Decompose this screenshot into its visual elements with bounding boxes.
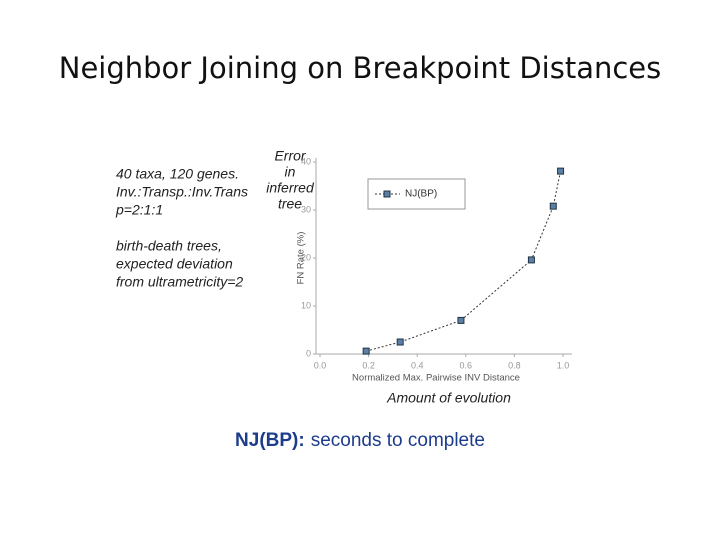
y-tick-label: 40	[301, 156, 311, 166]
caption-method: NJ(BP):	[235, 430, 305, 451]
note: birth-death trees,	[116, 238, 222, 254]
y-tick-label: 30	[301, 204, 311, 214]
x-tick-label: 0.6	[460, 360, 473, 370]
slide-title: Neighbor Joining on Breakpoint Distances	[59, 51, 662, 85]
caption-text: seconds to complete	[311, 430, 485, 451]
point	[557, 167, 565, 175]
point	[549, 202, 557, 210]
annotation: Error	[274, 148, 306, 164]
point	[457, 316, 465, 324]
y-tick-label: 0	[306, 348, 311, 358]
point	[527, 256, 535, 264]
x-tick-label: 0.4	[411, 360, 424, 370]
note: from ultrametricity=2	[116, 274, 243, 290]
note: Inv.:Transp.:Inv.Trans	[116, 184, 248, 200]
note: 40 taxa, 120 genes.	[116, 166, 239, 182]
legend-marker	[383, 190, 391, 198]
annotation: tree	[278, 196, 302, 212]
x-annotation: Amount of evolution	[386, 390, 511, 406]
point	[396, 338, 404, 346]
series-line	[366, 171, 562, 352]
annotation: inferred	[266, 180, 315, 196]
x-tick-label: 0.8	[508, 360, 521, 370]
caption: NJ(BP): seconds to complete	[235, 430, 485, 451]
legend-label: NJ(BP)	[405, 189, 437, 200]
x-axis-label: Normalized Max. Pairwise INV Distance	[352, 373, 520, 384]
y-tick-label: 10	[301, 300, 311, 310]
note: p=2:1:1	[115, 202, 163, 218]
note: expected deviation	[116, 256, 233, 272]
annotation: in	[285, 164, 296, 180]
x-tick-label: 1.0	[557, 360, 570, 370]
y-axis-label: FN Rate (%)	[296, 232, 307, 285]
x-tick-label: 0.2	[362, 360, 375, 370]
point	[362, 347, 370, 355]
x-tick-label: 0.0	[314, 360, 327, 370]
y-tick-label: 20	[301, 252, 311, 262]
